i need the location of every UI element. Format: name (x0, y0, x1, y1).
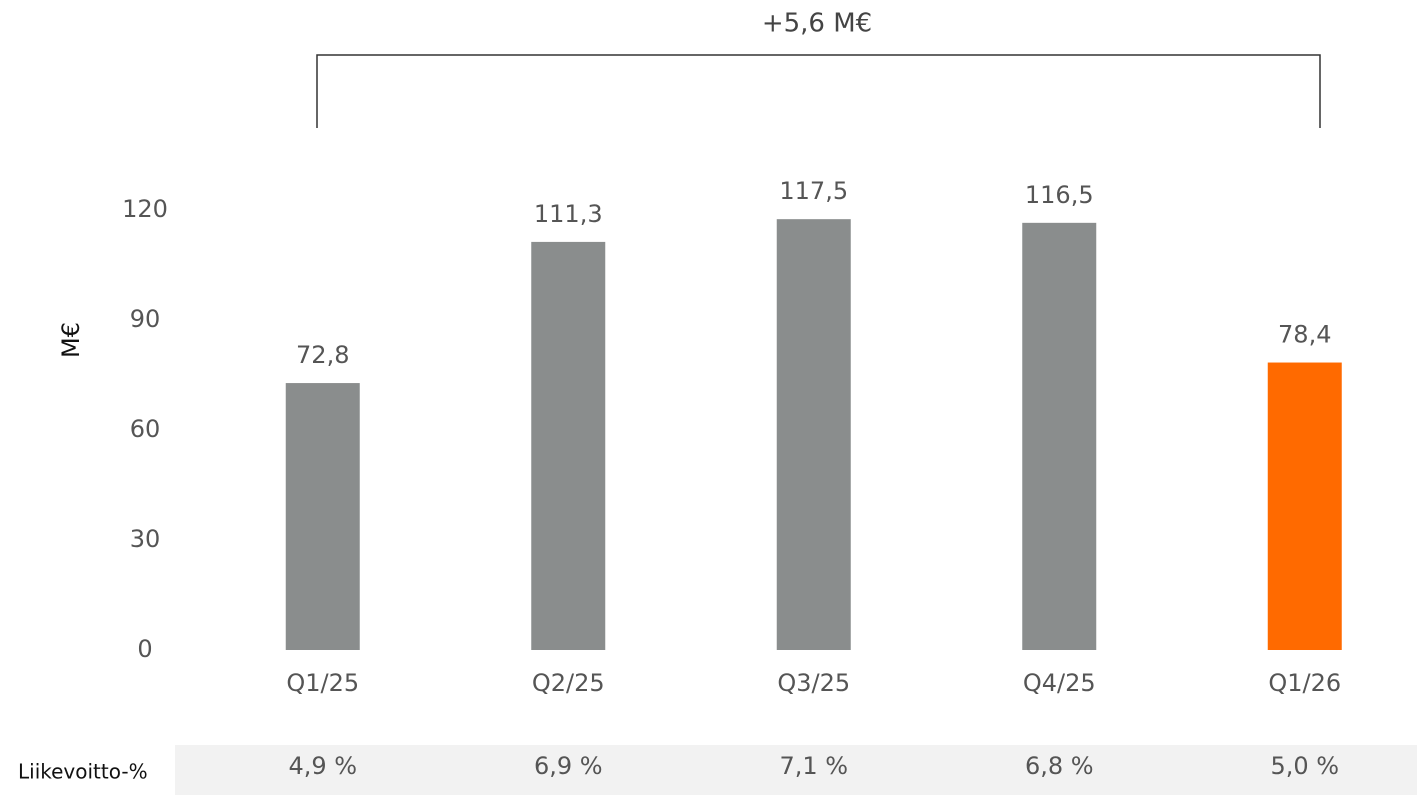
bracket (316, 54, 1321, 128)
y-tick-label: 120 (122, 195, 168, 223)
row-value: 4,9 % (288, 752, 357, 780)
row-label: Liikevoitto-% (18, 760, 148, 784)
bar (285, 383, 360, 650)
row-value: 5,0 % (1270, 752, 1339, 780)
x-tick-label: Q4/25 (1023, 669, 1096, 697)
y-axis-label: M€ (57, 322, 85, 358)
value-label: 111,3 (534, 200, 603, 228)
y-tick-label: 60 (130, 415, 161, 443)
value-label: 116,5 (1025, 181, 1094, 209)
y-tick-label: 0 (137, 635, 152, 663)
x-tick-label: Q3/25 (777, 669, 850, 697)
annotation: +5,6 M€ (762, 9, 872, 39)
x-tick-label: Q1/25 (286, 669, 359, 697)
x-tick-label: Q1/26 (1268, 669, 1341, 697)
value-label: 78,4 (1278, 321, 1331, 349)
value-label: 117,5 (779, 177, 848, 205)
row-band (175, 745, 1417, 795)
row-value: 7,1 % (779, 752, 848, 780)
row-value: 6,9 % (534, 752, 603, 780)
y-tick-label: 90 (130, 305, 161, 333)
x-tick-label: Q2/25 (532, 669, 605, 697)
bar (1022, 222, 1097, 651)
value-label: 72,8 (296, 341, 349, 369)
y-tick-label: 30 (130, 525, 161, 553)
bar (776, 219, 851, 650)
bar (1267, 362, 1342, 650)
bar (531, 241, 606, 650)
row-value: 6,8 % (1025, 752, 1094, 780)
